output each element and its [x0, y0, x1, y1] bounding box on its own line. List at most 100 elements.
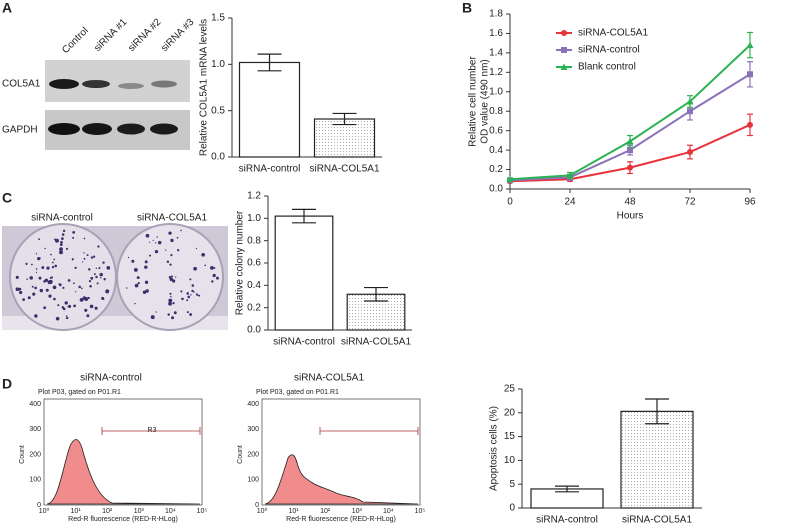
legend-marker	[560, 63, 568, 70]
flow-histogram	[264, 454, 419, 505]
marker	[686, 98, 694, 105]
y-tick-label: 1.2	[247, 191, 261, 202]
y-tick-label: 1.6	[489, 28, 503, 39]
bar	[620, 410, 694, 509]
panel-label: C	[2, 190, 12, 206]
flow-x-tick-label: 10⁴	[165, 508, 176, 515]
marker	[627, 164, 633, 171]
blot-lane-label: Control	[60, 25, 91, 56]
y-tick-label: 1.4	[489, 48, 503, 59]
flow-y-tick-label: 400	[247, 401, 259, 408]
y-tick-label: 0.6	[247, 258, 261, 269]
y-tick-label: 0.5	[211, 105, 225, 116]
y-tick-label: 0.6	[489, 125, 503, 136]
y-axis-label: OD value (490 nm)	[480, 59, 491, 143]
marker	[626, 137, 634, 145]
gate-label: R3	[148, 427, 157, 434]
x-tick-label: siRNA-control	[536, 515, 598, 523]
y-tick-label: 1.0	[489, 86, 503, 97]
y-axis-label: Relative cell number	[468, 56, 479, 147]
flow-title: siRNA-COL5A1	[294, 373, 364, 384]
flow-x-tick-label: 10¹	[289, 508, 300, 515]
y-axis-label: Relative COL5A1 mRNA levels	[199, 19, 210, 156]
flow-x-tick-label: 10²	[102, 508, 113, 515]
x-tick-label: 0	[507, 197, 513, 208]
marker	[566, 171, 574, 179]
flow-y-tick-label: 0	[255, 502, 259, 509]
y-tick-label: 0.4	[247, 280, 261, 291]
marker	[746, 41, 754, 49]
flow-x-tick-label: 10⁵	[415, 508, 426, 515]
legend-marker	[561, 47, 567, 53]
x-tick-label: siRNA-COL5A1	[622, 515, 692, 523]
marker	[506, 175, 514, 183]
x-tick-label: siRNA-control	[239, 164, 301, 175]
y-tick-label: 10	[504, 455, 516, 466]
blot-row-label: COL5A1	[2, 79, 41, 90]
colony-label: siRNA-control	[31, 213, 93, 224]
colony-image	[2, 223, 228, 331]
y-axis-label: Relative colony number	[235, 210, 246, 315]
legend-label: Blank control	[578, 62, 636, 73]
legend-marker	[561, 30, 567, 36]
y-tick-label: 0.2	[247, 302, 261, 313]
x-tick-label: 72	[684, 197, 696, 208]
panel-label: A	[2, 0, 12, 16]
flow-y-tick-label: 400	[29, 401, 41, 408]
y-tick-label: 0	[509, 503, 515, 514]
panel-label: B	[462, 0, 472, 16]
marker	[747, 121, 753, 128]
y-tick-label: 5	[509, 479, 515, 490]
y-axis-label: Apoptosis cells (%)	[489, 406, 500, 491]
flow-x-tick-label: 10⁰	[39, 507, 50, 515]
x-tick-label: 96	[744, 197, 756, 208]
flow-histogram	[46, 439, 201, 505]
x-tick-label: 24	[564, 197, 576, 208]
marker	[747, 71, 753, 78]
y-tick-label: 1.8	[489, 9, 503, 20]
flow-x-tick-label: 10⁰	[257, 507, 268, 515]
x-tick-label: 48	[624, 197, 636, 208]
y-tick-label: 1.0	[247, 213, 261, 224]
colony-label: siRNA-COL5A1	[137, 213, 207, 224]
bar	[238, 61, 301, 158]
blot-lane-label: siRNA #3	[159, 16, 197, 54]
x-tick-label: siRNA-control	[273, 337, 335, 348]
y-tick-label: 15	[504, 431, 516, 442]
x-tick-label: siRNA-COL5A1	[341, 337, 411, 348]
flow-y-tick-label: 100	[29, 477, 41, 484]
legend-label: siRNA-COL5A1	[578, 28, 648, 39]
y-tick-label: 1.2	[489, 67, 503, 78]
legend-label: siRNA-control	[578, 45, 640, 56]
flow-x-tick-label: 10⁴	[383, 508, 394, 515]
blot-lane-label: siRNA #1	[92, 16, 130, 54]
panel-label: D	[2, 376, 12, 392]
flow-x-label: Red-R fluorescence (RED-R-HLog)	[68, 516, 178, 523]
marker	[687, 108, 693, 115]
flow-y-tick-label: 100	[247, 477, 259, 484]
y-tick-label: 0.8	[489, 106, 503, 117]
y-tick-label: 0.0	[247, 325, 261, 336]
flow-x-tick-label: 10⁵	[197, 508, 208, 515]
y-tick-label: 0.4	[489, 145, 503, 156]
x-axis-label: Hours	[617, 211, 644, 222]
flow-x-label: Red-R fluorescence (RED-R-HLog)	[286, 516, 396, 523]
y-tick-label: 20	[504, 407, 516, 418]
y-tick-label: 0.0	[489, 184, 503, 195]
y-tick-label: 0.2	[489, 164, 503, 175]
flow-subtitle: Plot P03, gated on P01.R1	[256, 389, 339, 396]
bar	[274, 215, 334, 331]
flow-y-tick-label: 200	[29, 451, 41, 458]
blot-image	[45, 60, 190, 150]
flow-x-tick-label: 10²	[320, 508, 331, 515]
flow-x-tick-label: 10³	[134, 508, 145, 515]
flow-x-tick-label: 10³	[352, 508, 363, 515]
flow-y-tick-label: 300	[247, 426, 259, 433]
flow-subtitle: Plot P03, gated on P01.R1	[38, 389, 121, 396]
flow-y-label: Count	[237, 445, 244, 464]
flow-y-tick-label: 200	[247, 451, 259, 458]
flow-x-tick-label: 10¹	[71, 508, 82, 515]
marker	[627, 147, 633, 154]
y-tick-label: 0.8	[247, 235, 261, 246]
